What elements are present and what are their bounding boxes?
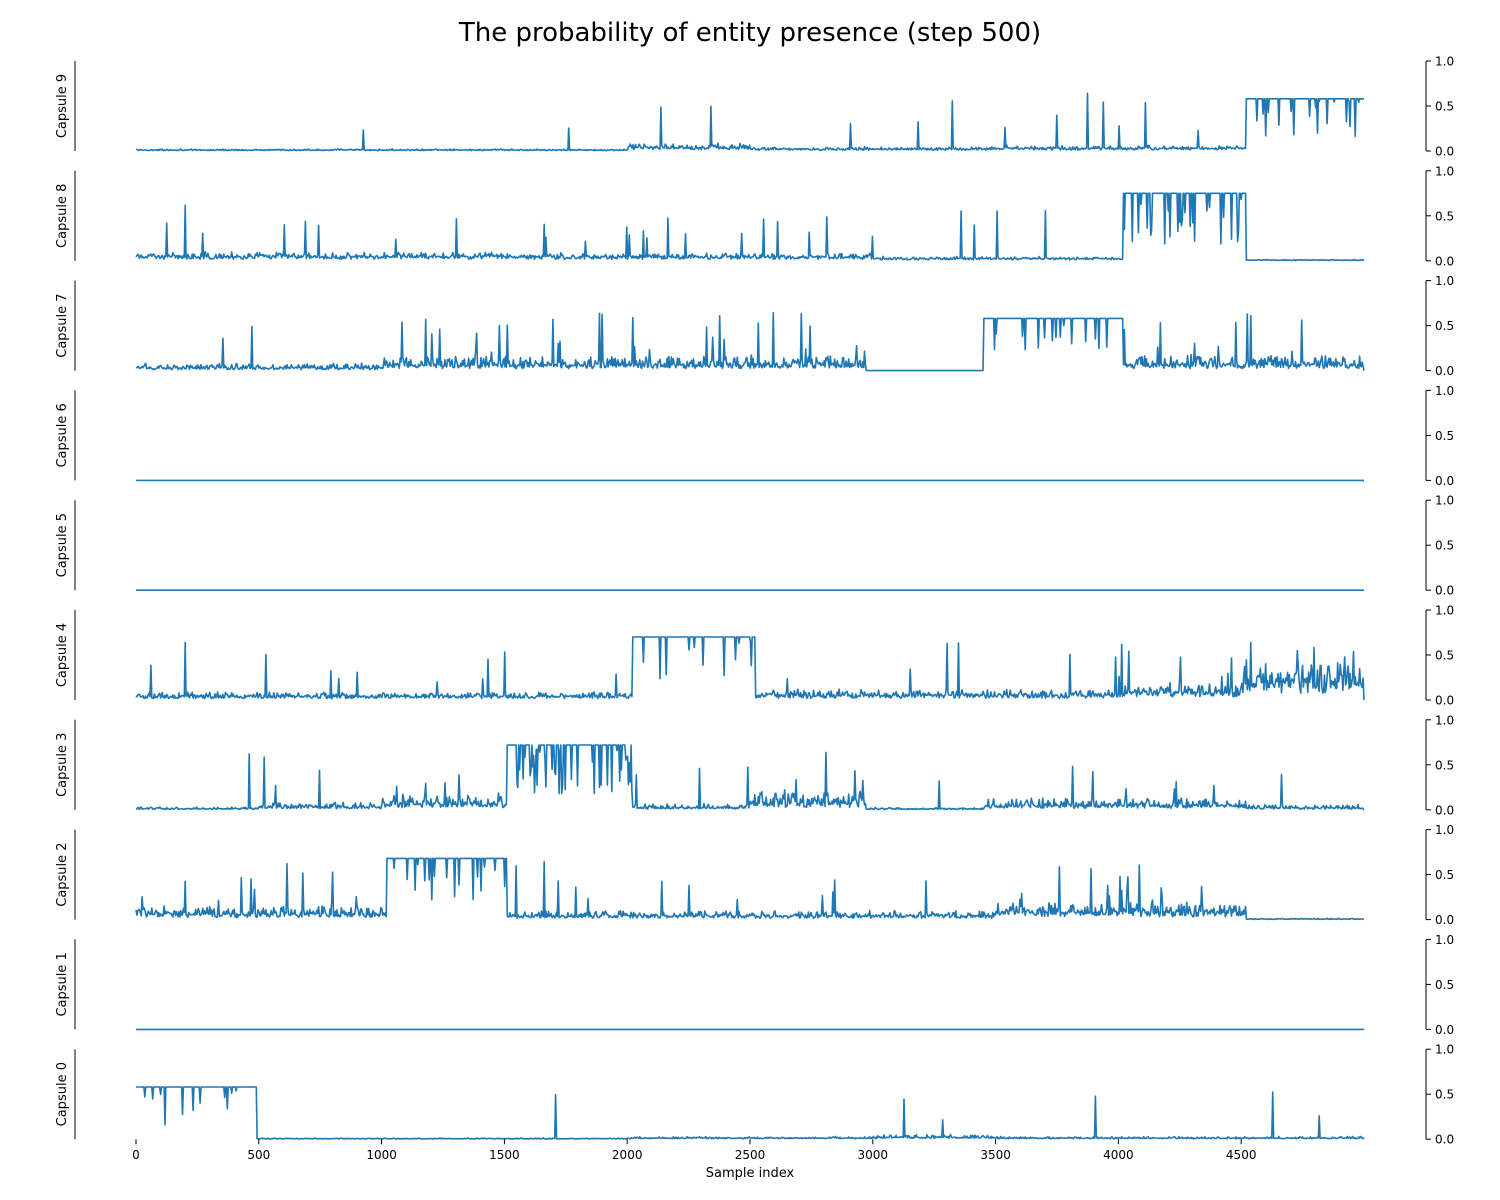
panel-capsule-0: Capsule 0 0.0 0.5 1.0 xyxy=(55,1043,1454,1147)
series-label: Capsule 3 xyxy=(55,733,70,797)
y-tick-label: 1.0 xyxy=(1435,713,1454,727)
y-tick-label: 0.0 xyxy=(1435,474,1454,488)
y-tick-label: 0.5 xyxy=(1435,978,1454,992)
y-tick-label: 0.5 xyxy=(1435,100,1454,114)
y-tick-label: 0.0 xyxy=(1435,1023,1454,1037)
series-line xyxy=(135,636,1365,701)
x-tick-label: 500 xyxy=(247,1148,270,1162)
y-tick-label: 0.0 xyxy=(1435,694,1454,708)
panel-capsule-1: Capsule 1 0.0 0.5 1.0 xyxy=(55,933,1454,1037)
series-line xyxy=(135,311,1365,372)
y-tick-label: 0.5 xyxy=(1435,539,1454,553)
y-tick-label: 0.0 xyxy=(1435,1133,1454,1147)
y-tick-label: 0.0 xyxy=(1435,145,1454,159)
x-tick-label: 0 xyxy=(132,1148,140,1162)
series-label: Capsule 7 xyxy=(55,293,70,357)
y-tick-label: 0.0 xyxy=(1435,803,1454,817)
x-tick-label: 4000 xyxy=(1103,1148,1134,1162)
y-tick-label: 1.0 xyxy=(1435,823,1454,837)
x-tick-label: 2000 xyxy=(612,1148,643,1162)
x-tick-label: 4500 xyxy=(1226,1148,1257,1162)
x-tick-label: 3500 xyxy=(980,1148,1011,1162)
panel-capsule-3: Capsule 3 0.0 0.5 1.0 xyxy=(55,713,1454,817)
y-tick-label: 0.0 xyxy=(1435,913,1454,927)
y-tick-label: 1.0 xyxy=(1435,933,1454,947)
series-line xyxy=(135,857,1365,921)
x-axis: 0 500 1000 1500 2000 2500 3000 3500 4000 4500 xyxy=(132,1139,1256,1162)
series-label: Capsule 4 xyxy=(55,623,70,687)
series-line xyxy=(135,92,1364,152)
chart-title: The probability of entity presence (step… xyxy=(458,18,1042,48)
panel-capsule-4: Capsule 4 0.0 0.5 1.0 xyxy=(55,604,1454,708)
series-label: Capsule 8 xyxy=(55,184,70,248)
panel-capsule-5: Capsule 5 0.0 0.5 1.0 xyxy=(55,494,1454,598)
y-tick-label: 1.0 xyxy=(1435,55,1454,69)
y-tick-label: 0.0 xyxy=(1435,584,1454,598)
y-tick-label: 1.0 xyxy=(1435,384,1454,398)
y-tick-label: 1.0 xyxy=(1435,164,1454,178)
y-tick-label: 0.5 xyxy=(1435,1088,1454,1102)
y-tick-label: 0.5 xyxy=(1435,758,1454,772)
panel-capsule-8: Capsule 8 0.0 0.5 1.0 xyxy=(55,164,1454,268)
y-tick-label: 0.0 xyxy=(1435,254,1454,268)
y-tick-label: 1.0 xyxy=(1435,604,1454,618)
x-tick-label: 1000 xyxy=(366,1148,397,1162)
y-tick-label: 0.5 xyxy=(1435,319,1454,333)
panel-capsule-7: Capsule 7 0.0 0.5 1.0 xyxy=(55,274,1454,378)
y-tick-label: 0.5 xyxy=(1435,649,1454,663)
y-tick-label: 1.0 xyxy=(1435,1043,1454,1057)
y-tick-label: 1.0 xyxy=(1435,494,1454,508)
series-label: Capsule 6 xyxy=(55,403,70,467)
y-tick-label: 0.5 xyxy=(1435,429,1454,443)
panel-capsule-6: Capsule 6 0.0 0.5 1.0 xyxy=(55,384,1454,488)
series-line xyxy=(136,1086,1365,1140)
series-label: Capsule 5 xyxy=(55,513,70,577)
y-tick-label: 0.5 xyxy=(1435,868,1454,882)
y-tick-label: 0.5 xyxy=(1435,209,1454,223)
series-line xyxy=(135,192,1365,262)
panel-capsule-2: Capsule 2 0.0 0.5 1.0 xyxy=(55,823,1454,927)
x-tick-label: 1500 xyxy=(489,1148,520,1162)
series-line xyxy=(135,744,1365,811)
y-tick-label: 1.0 xyxy=(1435,274,1454,288)
series-label: Capsule 1 xyxy=(55,952,70,1016)
x-tick-label: 2500 xyxy=(735,1148,766,1162)
y-tick-label: 0.0 xyxy=(1435,364,1454,378)
series-label: Capsule 9 xyxy=(55,74,70,138)
series-label: Capsule 0 xyxy=(55,1062,70,1126)
panel-capsule-9: Capsule 9 0.0 0.5 1.0 xyxy=(55,55,1454,159)
x-tick-label: 3000 xyxy=(858,1148,889,1162)
x-axis-label: Sample index xyxy=(705,1166,795,1181)
series-label: Capsule 2 xyxy=(55,842,70,906)
